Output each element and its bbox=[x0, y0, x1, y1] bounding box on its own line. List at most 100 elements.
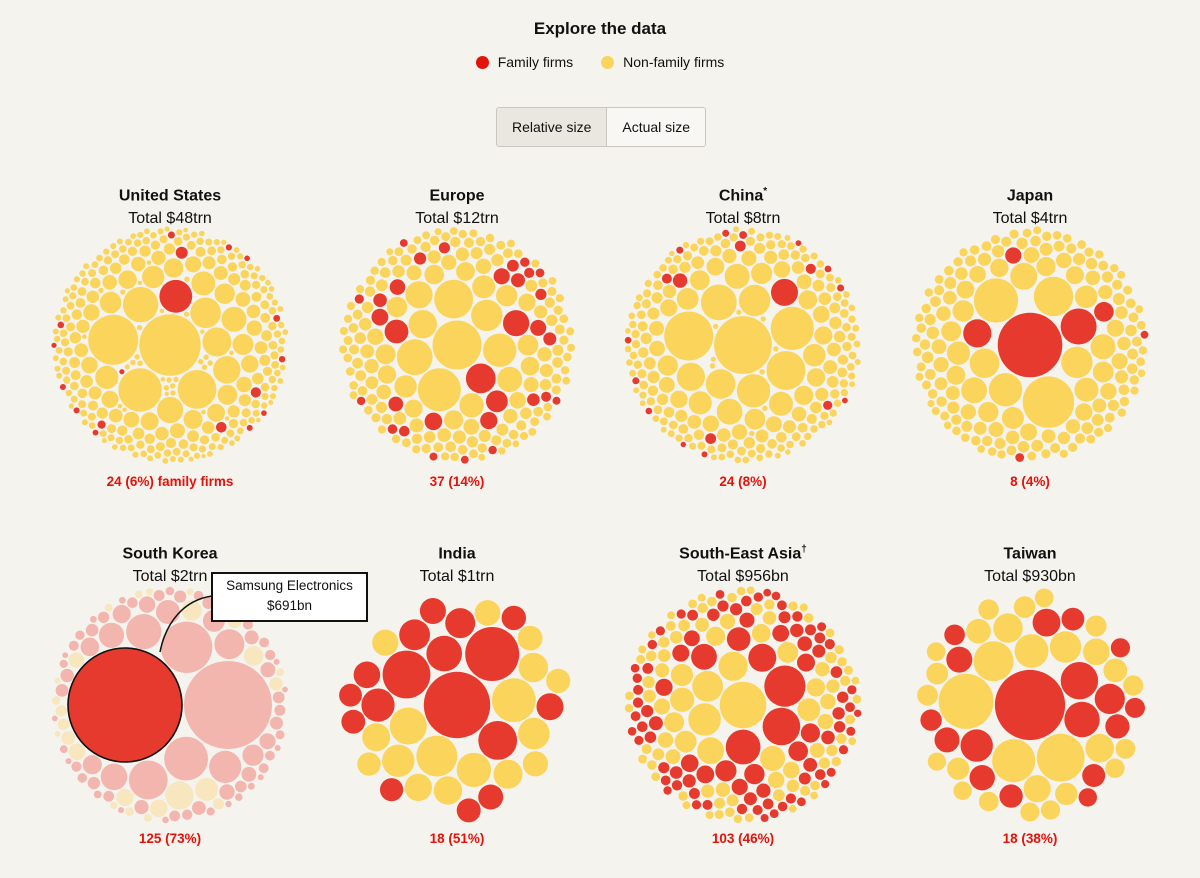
non-family-firm-bubble[interactable] bbox=[791, 406, 807, 422]
non-family-firm-bubble[interactable] bbox=[170, 383, 176, 389]
non-family-firm-bubble[interactable] bbox=[349, 391, 358, 399]
non-family-firm-bubble[interactable] bbox=[833, 399, 842, 407]
non-family-firm-bubble[interactable] bbox=[738, 284, 771, 317]
family-firm-bubble[interactable] bbox=[192, 801, 206, 815]
family-firm-bubble[interactable] bbox=[460, 455, 469, 464]
non-family-firm-bubble[interactable] bbox=[1103, 424, 1113, 433]
non-family-firm-bubble[interactable] bbox=[707, 596, 717, 607]
non-family-firm-bubble[interactable] bbox=[969, 348, 1000, 378]
non-family-firm-bubble[interactable] bbox=[497, 366, 523, 392]
family-firm-bubble[interactable] bbox=[85, 623, 99, 637]
non-family-firm-bubble[interactable] bbox=[357, 386, 368, 396]
non-family-firm-bubble[interactable] bbox=[207, 246, 217, 256]
family-firm-bubble[interactable] bbox=[488, 445, 497, 455]
family-firm-bubble[interactable] bbox=[389, 279, 406, 295]
non-family-firm-bubble[interactable] bbox=[559, 335, 569, 345]
non-family-firm-bubble[interactable] bbox=[251, 292, 262, 302]
family-firm-bubble[interactable] bbox=[261, 410, 267, 416]
non-family-firm-bubble[interactable] bbox=[637, 321, 648, 332]
non-family-firm-bubble[interactable] bbox=[776, 432, 787, 443]
non-family-firm-bubble[interactable] bbox=[926, 326, 940, 340]
non-family-firm-bubble[interactable] bbox=[810, 401, 822, 414]
non-family-firm-bubble[interactable] bbox=[82, 334, 87, 339]
non-family-firm-bubble[interactable] bbox=[186, 588, 194, 596]
non-family-firm-bubble[interactable] bbox=[848, 372, 856, 380]
non-family-firm-bubble[interactable] bbox=[137, 231, 144, 238]
non-family-firm-bubble[interactable] bbox=[705, 369, 736, 399]
non-family-firm-bubble[interactable] bbox=[713, 323, 719, 329]
non-family-firm-bubble[interactable] bbox=[377, 425, 387, 434]
non-family-firm-bubble[interactable] bbox=[59, 329, 68, 337]
non-family-firm-bubble[interactable] bbox=[528, 428, 537, 436]
non-family-firm-bubble[interactable] bbox=[1115, 370, 1129, 384]
non-family-firm-bubble[interactable] bbox=[784, 234, 791, 241]
non-family-firm-bubble[interactable] bbox=[820, 693, 836, 710]
family-firm-bubble[interactable] bbox=[184, 661, 272, 749]
non-family-firm-bubble[interactable] bbox=[678, 791, 688, 801]
non-family-firm-bubble[interactable] bbox=[782, 761, 800, 779]
family-firm-bubble[interactable] bbox=[480, 412, 498, 430]
non-family-firm-bubble[interactable] bbox=[377, 257, 386, 267]
non-family-firm-bubble[interactable] bbox=[146, 260, 152, 265]
non-family-firm-bubble[interactable] bbox=[260, 382, 270, 392]
non-family-firm-bubble[interactable] bbox=[241, 355, 259, 373]
family-firm-bubble[interactable] bbox=[68, 640, 79, 651]
non-family-firm-bubble[interactable] bbox=[388, 255, 398, 266]
non-family-firm-bubble[interactable] bbox=[157, 396, 184, 424]
family-firm-bubble[interactable] bbox=[817, 622, 827, 632]
non-family-firm-bubble[interactable] bbox=[944, 265, 954, 276]
non-family-firm-bubble[interactable] bbox=[52, 355, 59, 362]
non-family-firm-bubble[interactable] bbox=[777, 240, 786, 249]
non-family-firm-bubble[interactable] bbox=[674, 730, 697, 753]
family-firm-bubble[interactable] bbox=[216, 422, 227, 433]
non-family-firm-bubble[interactable] bbox=[1092, 361, 1114, 383]
non-family-firm-bubble[interactable] bbox=[978, 599, 999, 620]
family-firm-bubble[interactable] bbox=[771, 591, 781, 601]
non-family-firm-bubble[interactable] bbox=[657, 649, 671, 662]
non-family-firm-bubble[interactable] bbox=[102, 275, 117, 290]
non-family-firm-bubble[interactable] bbox=[956, 280, 975, 299]
non-family-firm-bubble[interactable] bbox=[944, 277, 957, 289]
non-family-firm-bubble[interactable] bbox=[187, 430, 199, 442]
family-firm-bubble[interactable] bbox=[356, 396, 366, 406]
non-family-firm-bubble[interactable] bbox=[1112, 279, 1123, 290]
family-firm-bubble[interactable] bbox=[676, 246, 684, 254]
family-firm-bubble[interactable] bbox=[235, 793, 243, 801]
non-family-firm-bubble[interactable] bbox=[849, 381, 856, 387]
non-family-firm-bubble[interactable] bbox=[400, 254, 412, 266]
family-firm-bubble[interactable] bbox=[62, 652, 69, 659]
non-family-firm-bubble[interactable] bbox=[182, 450, 190, 458]
non-family-firm-bubble[interactable] bbox=[836, 733, 847, 744]
non-family-firm-bubble[interactable] bbox=[652, 415, 660, 422]
non-family-firm-bubble[interactable] bbox=[547, 286, 557, 296]
non-family-firm-bubble[interactable] bbox=[1041, 429, 1056, 443]
non-family-firm-bubble[interactable] bbox=[663, 407, 675, 418]
non-family-firm-bubble[interactable] bbox=[945, 386, 960, 401]
non-family-firm-bubble[interactable] bbox=[697, 737, 724, 765]
non-family-firm-bubble[interactable] bbox=[710, 245, 722, 257]
non-family-firm-bubble[interactable] bbox=[676, 362, 705, 391]
non-family-firm-bubble[interactable] bbox=[1086, 434, 1096, 444]
non-family-firm-bubble[interactable] bbox=[656, 393, 669, 405]
non-family-firm-bubble[interactable] bbox=[365, 376, 379, 389]
non-family-firm-bubble[interactable] bbox=[936, 306, 951, 321]
non-family-firm-bubble[interactable] bbox=[670, 390, 688, 408]
non-family-firm-bubble[interactable] bbox=[86, 290, 100, 303]
non-family-firm-bubble[interactable] bbox=[762, 611, 777, 625]
non-family-firm-bubble[interactable] bbox=[774, 452, 781, 459]
non-family-firm-bubble[interactable] bbox=[669, 420, 678, 430]
non-family-firm-bubble[interactable] bbox=[150, 232, 157, 239]
non-family-firm-bubble[interactable] bbox=[655, 663, 670, 678]
non-family-firm-bubble[interactable] bbox=[146, 445, 155, 454]
non-family-firm-bubble[interactable] bbox=[268, 307, 277, 315]
family-firm-bubble[interactable] bbox=[691, 643, 717, 670]
family-firm-bubble[interactable] bbox=[536, 693, 564, 721]
non-family-firm-bubble[interactable] bbox=[799, 603, 808, 612]
non-family-firm-bubble[interactable] bbox=[1049, 631, 1082, 663]
non-family-firm-bubble[interactable] bbox=[1006, 445, 1017, 456]
family-firm-bubble[interactable] bbox=[274, 745, 281, 751]
non-family-firm-bubble[interactable] bbox=[471, 299, 503, 332]
non-family-firm-bubble[interactable] bbox=[512, 440, 520, 448]
non-family-firm-bubble[interactable] bbox=[625, 328, 631, 334]
non-family-firm-bubble[interactable] bbox=[186, 240, 196, 250]
